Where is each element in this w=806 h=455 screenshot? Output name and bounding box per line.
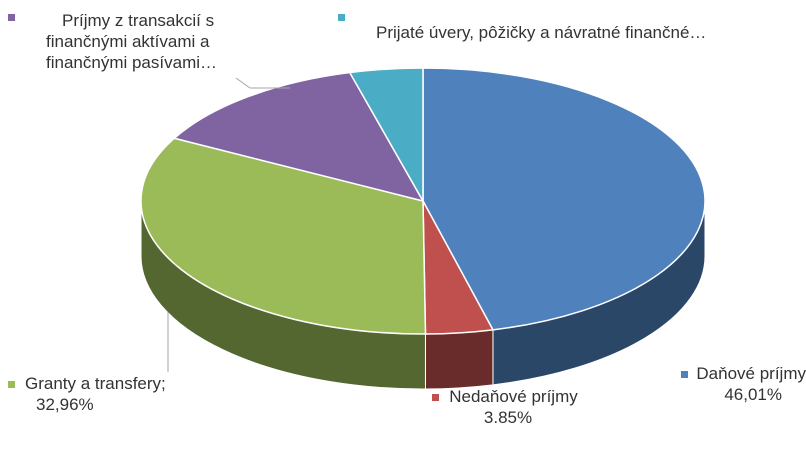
slice-prijmy-transakcii (172, 71, 425, 203)
label-nedanove-prijmy: Nedaňové príjmy 3.85% (405, 386, 605, 428)
slice-prijate-uvery (348, 67, 424, 204)
legend-marker-granty (8, 381, 15, 389)
slice-danove-prijmy (422, 67, 706, 331)
label-granty-value: 32,96% (36, 395, 94, 414)
slice-granty (140, 137, 427, 335)
legend-marker-prijmy (8, 14, 15, 21)
label-prijate-uvery: Prijaté úvery, pôžičky a návratné finanč… (338, 10, 798, 43)
label-danove-name: Daňové príjmy (696, 364, 806, 383)
legend-marker-nedanove (432, 394, 440, 402)
label-prijmy-line2: finančnými aktívami a (46, 32, 210, 51)
legend-marker-danove (681, 371, 689, 379)
label-prijmy-line1: Príjmy z transakcií s (62, 11, 215, 30)
label-granty: Granty a transfery; 32,96% (8, 373, 208, 415)
label-nedanove-value: 3.85% (483, 408, 533, 427)
label-prijmy-line3: finančnými pasívami… (46, 53, 218, 72)
label-granty-name: Granty a transfery; (25, 374, 166, 393)
label-uvery-name: Prijaté úvery, pôžičky a návratné finanč… (376, 23, 707, 42)
legend-marker-uvery (338, 14, 345, 21)
label-nedanove-name: Nedaňové príjmy (449, 387, 578, 406)
label-danove-value: 46,01% (724, 385, 782, 404)
label-danove-prijmy: Daňové príjmy 46,01% (654, 363, 806, 405)
slice-nedanove-prijmy-side (424, 329, 494, 390)
leader-line-prijmy (235, 77, 290, 89)
label-prijmy-transakcii: Príjmy z transakcií s finančnými aktívam… (8, 10, 248, 73)
